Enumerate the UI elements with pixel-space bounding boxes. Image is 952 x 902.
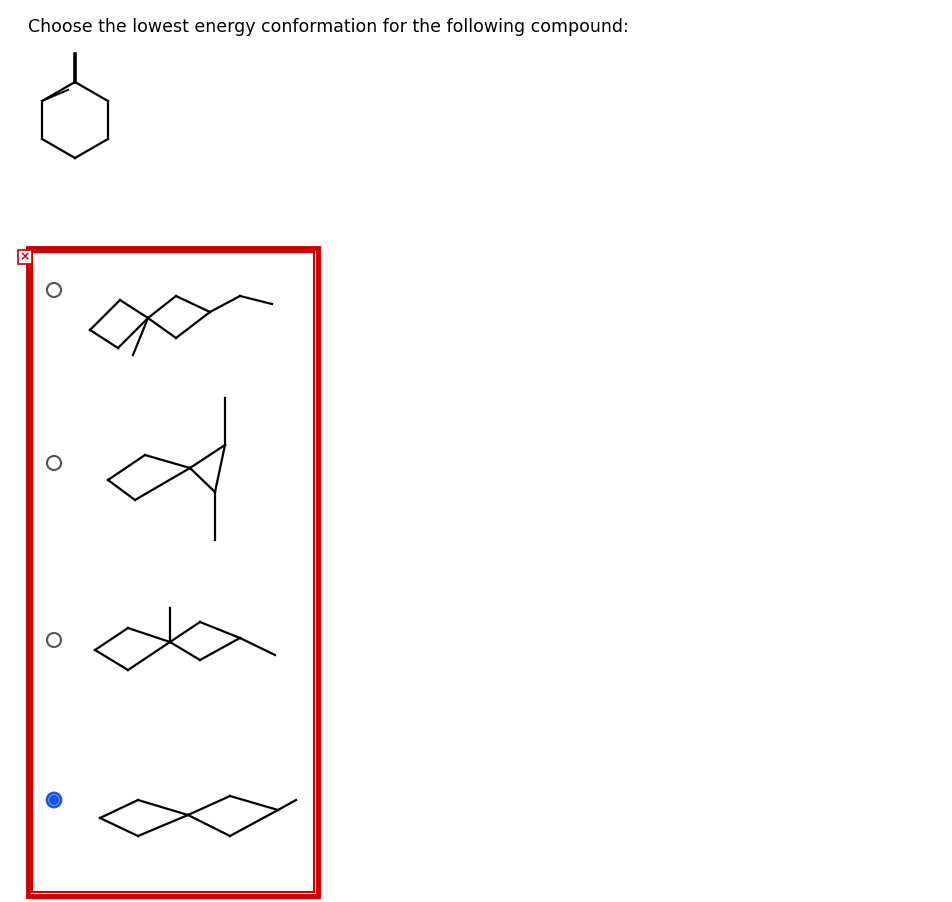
Bar	[28, 248, 318, 896]
Bar	[32, 252, 314, 892]
Bar	[18, 250, 32, 264]
Text: ×: ×	[20, 251, 30, 263]
Text: Choose the lowest energy conformation for the following compound:: Choose the lowest energy conformation fo…	[28, 18, 628, 36]
Circle shape	[50, 796, 59, 805]
